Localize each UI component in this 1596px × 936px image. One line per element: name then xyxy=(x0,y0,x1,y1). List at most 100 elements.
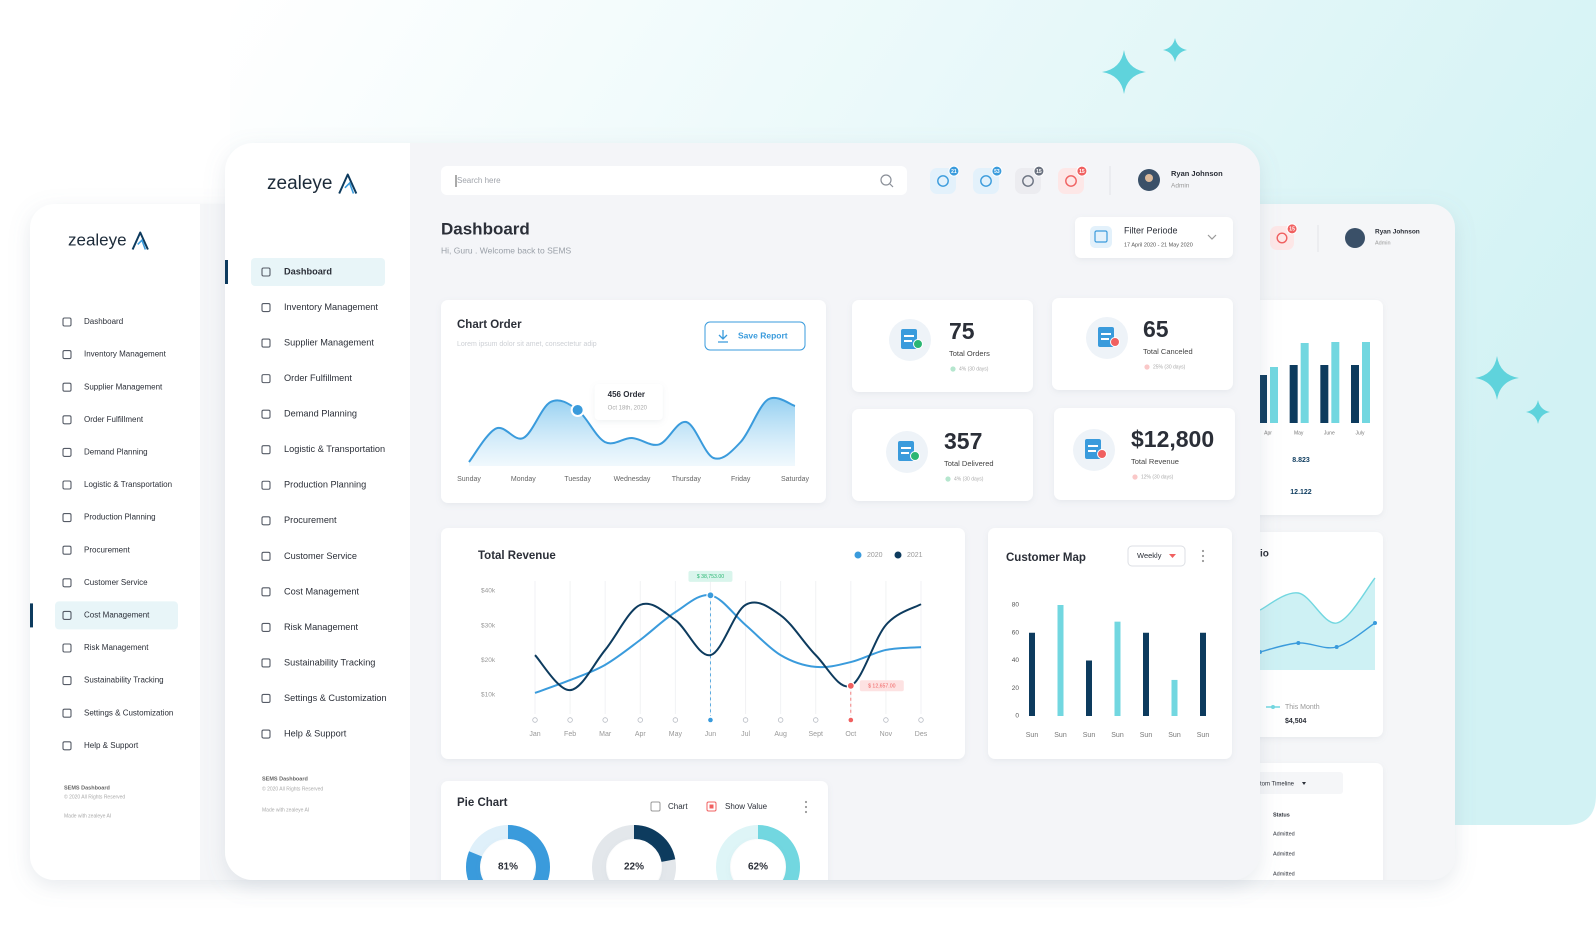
dropdown-caret xyxy=(1169,554,1176,558)
menu-item: Order Fulfillment xyxy=(284,373,352,383)
stat-icon-line xyxy=(1088,450,1096,452)
badge-count: 15 xyxy=(1079,169,1085,175)
notification-button[interactable] xyxy=(930,168,956,194)
stat-icon-badge xyxy=(910,451,920,461)
badge-count: 15 xyxy=(1036,169,1042,175)
card xyxy=(852,300,1033,392)
card-title: Chart Order xyxy=(457,319,522,331)
menu-icon xyxy=(62,317,72,327)
menu-item: Customer Service xyxy=(84,578,148,587)
period-dropdown[interactable] xyxy=(1127,545,1186,567)
x-tick-label: Sunday xyxy=(457,476,481,483)
stat-change: 4% (30 days) xyxy=(954,476,984,482)
table-cell: Admitted xyxy=(1273,851,1295,857)
active-indicator xyxy=(225,260,228,284)
bar xyxy=(1200,632,1206,716)
bar xyxy=(1270,367,1278,423)
line-point xyxy=(1296,641,1301,645)
user-role: Admin xyxy=(1171,183,1190,190)
table-cell: Admitted xyxy=(1273,831,1295,837)
menu-item: Procurement xyxy=(84,545,131,554)
x-dot xyxy=(602,717,608,723)
menu-icon xyxy=(62,382,72,392)
kebab-dot xyxy=(804,805,808,809)
legend-label: 2021 xyxy=(907,552,923,559)
x-tick-label: Des xyxy=(915,731,928,738)
stat-icon-badge xyxy=(1097,449,1107,459)
notification-button[interactable] xyxy=(973,168,999,194)
x-tick-label: May xyxy=(1294,430,1304,436)
x-tick-label: Aug xyxy=(774,731,787,738)
menu-item: Sustainability Tracking xyxy=(284,657,375,667)
menu-icon xyxy=(261,693,271,704)
timeline-title: tom Timeline xyxy=(1260,782,1295,788)
table-header: Status xyxy=(1273,812,1290,818)
line-area xyxy=(1260,578,1375,670)
x-tick-label: June xyxy=(1324,430,1335,436)
menu-icon xyxy=(261,622,271,632)
legend-label: This Month xyxy=(1285,704,1320,711)
search-box[interactable] xyxy=(441,166,907,195)
sidebar-footer: Made with zealeye AI xyxy=(64,813,111,819)
x-dot xyxy=(777,717,784,723)
x-dot xyxy=(637,717,643,723)
menu-item: Sustainability Tracking xyxy=(84,676,164,685)
logo-mark-accent xyxy=(137,238,147,250)
notification-button[interactable] xyxy=(1015,168,1041,194)
bar xyxy=(1171,679,1178,716)
stat-icon-line xyxy=(1088,445,1098,447)
x-dot xyxy=(848,717,854,723)
filter-label: Filter Periode xyxy=(1124,225,1178,235)
menu-item: Inventory Management xyxy=(284,302,378,312)
kebab-dot xyxy=(1201,549,1205,553)
active-indicator xyxy=(30,603,33,628)
menu-icon xyxy=(62,480,72,490)
menu-icon xyxy=(62,415,72,425)
search-icon-handle xyxy=(889,183,894,188)
stat-icon-line xyxy=(901,452,909,454)
notification-button[interactable] xyxy=(1058,168,1084,194)
menu-icon xyxy=(261,516,271,526)
x-dot xyxy=(883,717,889,723)
x-tick-label: Wednesday xyxy=(614,476,651,483)
sidebar-footer: SEMS Dashboard xyxy=(262,776,308,782)
checkbox[interactable] xyxy=(650,801,661,812)
y-tick-label: 80 xyxy=(1012,602,1020,609)
menu-icon xyxy=(261,551,271,561)
x-tick-label: Oct xyxy=(845,731,856,738)
legend-value: $4,504 xyxy=(1285,718,1307,725)
menu-item: Cost Management xyxy=(284,586,360,596)
menu-item: Risk Management xyxy=(84,643,149,652)
bar xyxy=(1259,375,1267,423)
menu-item: Logistic & Transportation xyxy=(284,444,385,454)
bar xyxy=(1362,342,1370,423)
stat-icon-line xyxy=(904,340,912,342)
menu-item: Order Fulfillment xyxy=(84,415,144,424)
checkbox-fill xyxy=(709,804,714,809)
greeting: Hi, Guru . Welcome back to SEMS xyxy=(441,245,572,255)
series-line xyxy=(1259,622,1376,653)
menu-item: Cost Management xyxy=(84,611,150,620)
save-report-button[interactable] xyxy=(704,321,806,351)
donut-label: 22% xyxy=(624,862,644,873)
menu-icon xyxy=(261,587,271,597)
page-title: Dashboard xyxy=(441,219,530,238)
search-icon xyxy=(880,174,892,186)
x-tick-label: Jul xyxy=(741,731,750,738)
calendar-icon xyxy=(1094,230,1108,243)
highlight-point xyxy=(570,403,585,417)
x-tick-label: Sun xyxy=(1111,732,1124,739)
badge-count: 21 xyxy=(951,169,957,175)
logo: zealeye xyxy=(68,230,127,249)
menu-item: Risk Management xyxy=(284,622,358,632)
bar xyxy=(1351,365,1359,423)
filter-box[interactable] xyxy=(1075,217,1233,258)
menu-icon xyxy=(261,302,271,313)
bar xyxy=(1143,632,1149,716)
bar-stat: 8.823 xyxy=(1292,457,1310,464)
card-subtitle: Lorem ipsum dolor sit amet, consectetur … xyxy=(457,341,597,348)
x-tick-label: Sun xyxy=(1026,732,1039,739)
x-tick-label: Jan xyxy=(529,731,540,738)
x-dot xyxy=(708,717,713,723)
